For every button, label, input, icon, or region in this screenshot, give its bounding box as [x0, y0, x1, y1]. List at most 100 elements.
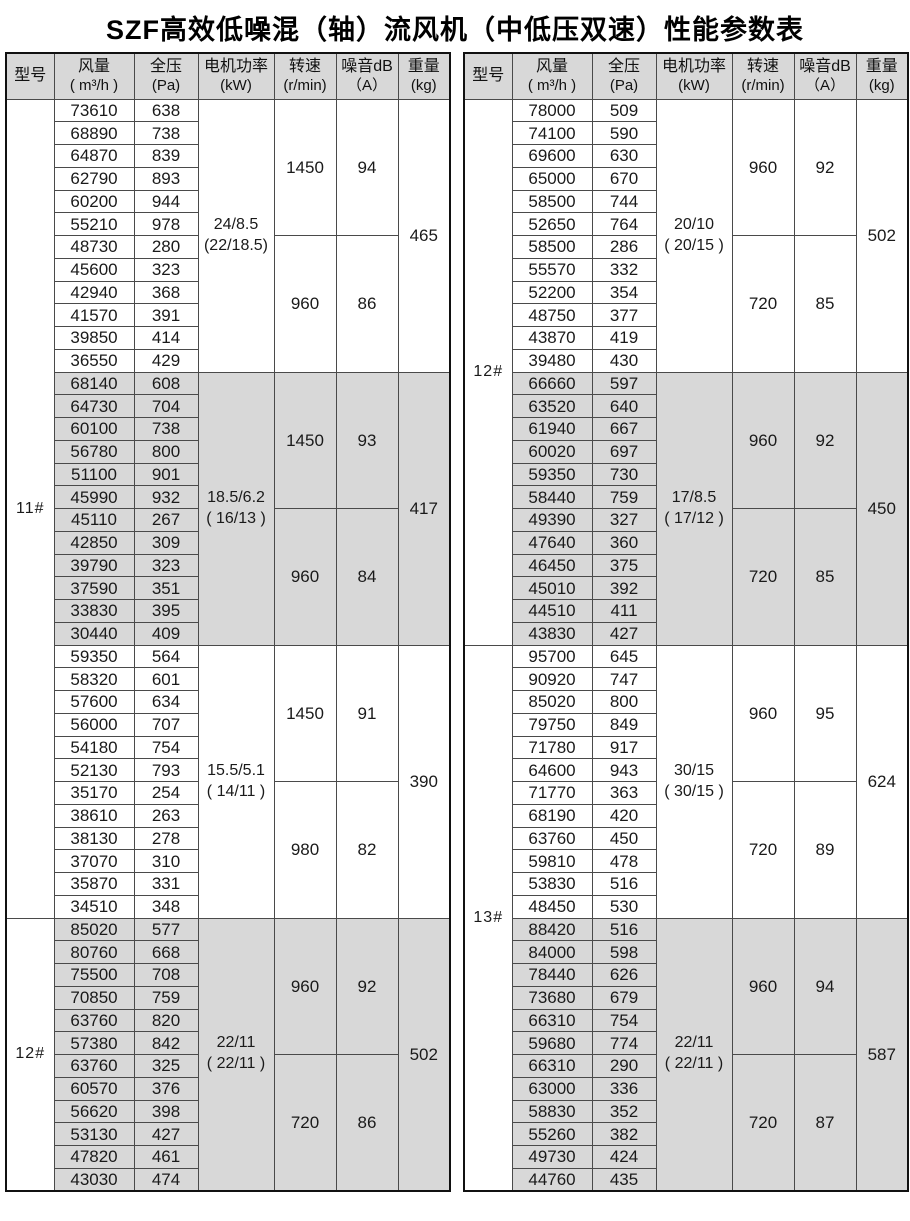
pressure-cell: 738 [133, 417, 199, 441]
flow-cell: 63000 [511, 1076, 593, 1101]
flow-cell: 37070 [53, 849, 135, 873]
flow-cell: 64870 [53, 144, 135, 168]
pressure-cell: 764 [591, 212, 657, 236]
pressure-cell: 800 [591, 690, 657, 714]
table-row: 69600 630 [464, 144, 908, 168]
flow-cell: 60200 [53, 189, 135, 214]
speed-cell: 1450 [273, 98, 337, 236]
flow-cell: 46450 [511, 553, 593, 578]
pressure-cell: 352 [591, 1099, 657, 1124]
speed-cell: 720 [731, 781, 795, 919]
pressure-cell: 598 [591, 940, 657, 964]
header-pressure: 全压 (Pa) [133, 52, 199, 100]
power-cell: 22/11 ( 22/11 ) [655, 917, 733, 1192]
pressure-cell: 759 [133, 985, 199, 1010]
flow-cell: 57600 [53, 690, 135, 714]
flow-cell: 73680 [511, 985, 593, 1010]
pressure-cell: 943 [591, 758, 657, 782]
header-speed: 转速 (r/min) [273, 52, 337, 100]
table-row: 63520 640 [464, 394, 908, 418]
table-row: 63760 325 720 86 [6, 1054, 450, 1192]
noise-cell: 82 [335, 781, 399, 919]
speed-cell: 720 [731, 1054, 795, 1192]
table-row: 66310 290 720 87 [464, 1054, 908, 1192]
table-row: 66660 597 17/8.5 ( 17/12 ) 960 92 450 [464, 371, 909, 646]
table-row: 48750 377 [464, 303, 908, 327]
table-row: 73680 679 [464, 985, 908, 1010]
speed-cell: 720 [731, 235, 795, 373]
flow-cell: 60100 [53, 417, 135, 441]
noise-cell: 86 [335, 235, 399, 373]
header-flow-line1: 风量 [535, 57, 568, 75]
table-row: 44510 411 [464, 599, 908, 623]
flow-cell: 41570 [53, 303, 135, 327]
pressure-cell: 411 [591, 599, 657, 623]
pressure-cell: 429 [133, 348, 199, 373]
power-cell: 18.5/6.2 ( 16/13 ) [197, 371, 275, 646]
pressure-cell: 842 [133, 1031, 199, 1055]
speed-cell: 720 [273, 1054, 337, 1192]
header-speed-line2: (r/min) [741, 76, 785, 94]
pressure-cell: 670 [591, 166, 657, 191]
flow-cell: 45600 [53, 257, 135, 282]
pressure-cell: 409 [133, 621, 199, 646]
flow-cell: 43030 [53, 1167, 135, 1192]
tables-container: 型号 风量( m³/h ) 全压 (Pa) 电机功率 (kW) 转速 (r/min) 噪音dB （… [0, 52, 910, 1192]
flow-cell: 58320 [53, 667, 135, 691]
flow-cell: 64730 [53, 394, 135, 418]
table-row: 62790 893 [6, 166, 450, 191]
power-cell: 15.5/5.1 ( 14/11 ) [197, 644, 275, 919]
pressure-cell: 290 [591, 1054, 657, 1078]
flow-cell: 56780 [53, 439, 135, 464]
pressure-cell: 419 [591, 326, 657, 350]
power-line1: 24/8.5 [213, 215, 259, 233]
pressure-cell: 849 [591, 712, 657, 737]
flow-cell: 48750 [511, 303, 593, 327]
pressure-cell: 354 [591, 280, 657, 305]
flow-cell: 56620 [53, 1099, 135, 1124]
flow-cell: 66310 [511, 1054, 593, 1078]
table-row: 84000 598 [464, 940, 908, 964]
speed-cell: 960 [273, 917, 337, 1055]
flow-cell: 88420 [511, 917, 593, 942]
flow-cell: 42940 [53, 280, 135, 305]
pressure-cell: 398 [133, 1099, 199, 1124]
table-row: 43030 474 [6, 1167, 450, 1192]
header-speed: 转速 (r/min) [731, 52, 795, 100]
header-noise-line2: （A） [804, 76, 845, 94]
pressure-cell: 351 [133, 576, 199, 600]
flow-cell: 52200 [511, 280, 593, 305]
fan-parameters-table-right: 型号 风量( m³/h ) 全压 (Pa) 电机功率 (kW) 转速 (r/min) 噪音dB （… [463, 52, 909, 1192]
pressure-cell: 645 [591, 644, 657, 669]
table-row: 59350 730 [464, 462, 908, 487]
pressure-cell: 375 [591, 553, 657, 578]
table-row: 70850 759 [6, 985, 450, 1010]
pressure-cell: 516 [591, 872, 657, 896]
model-cell: 12# [463, 98, 513, 646]
power-cell: 17/8.5 ( 17/12 ) [655, 371, 733, 646]
noise-cell: 85 [793, 235, 857, 373]
pressure-cell: 608 [133, 371, 199, 396]
pressure-cell: 382 [591, 1122, 657, 1146]
pressure-cell: 577 [133, 917, 199, 942]
power-line1: 18.5/6.2 [207, 488, 265, 506]
pressure-cell: 667 [591, 417, 657, 441]
table-row: 55210 978 [6, 212, 450, 236]
flow-cell: 35170 [53, 781, 135, 805]
pressure-cell: 424 [591, 1145, 657, 1169]
header-flow-line2: ( m³/h ) [527, 76, 577, 94]
flow-cell: 64600 [511, 758, 593, 782]
noise-cell: 85 [793, 508, 857, 646]
header-noise-line1: 噪音dB [799, 57, 851, 75]
table-row: 59680 774 [464, 1031, 908, 1055]
pressure-cell: 254 [133, 781, 199, 805]
pressure-cell: 325 [133, 1054, 199, 1078]
header-noise-line2: （A） [346, 76, 387, 94]
pressure-cell: 427 [133, 1122, 199, 1146]
table-row: 37590 351 [6, 576, 450, 600]
table-row: 60570 376 [6, 1076, 450, 1101]
power-cell: 20/10 ( 20/15 ) [655, 98, 733, 373]
header-power-line2: (kW) [678, 76, 710, 94]
flow-cell: 78000 [511, 98, 593, 123]
